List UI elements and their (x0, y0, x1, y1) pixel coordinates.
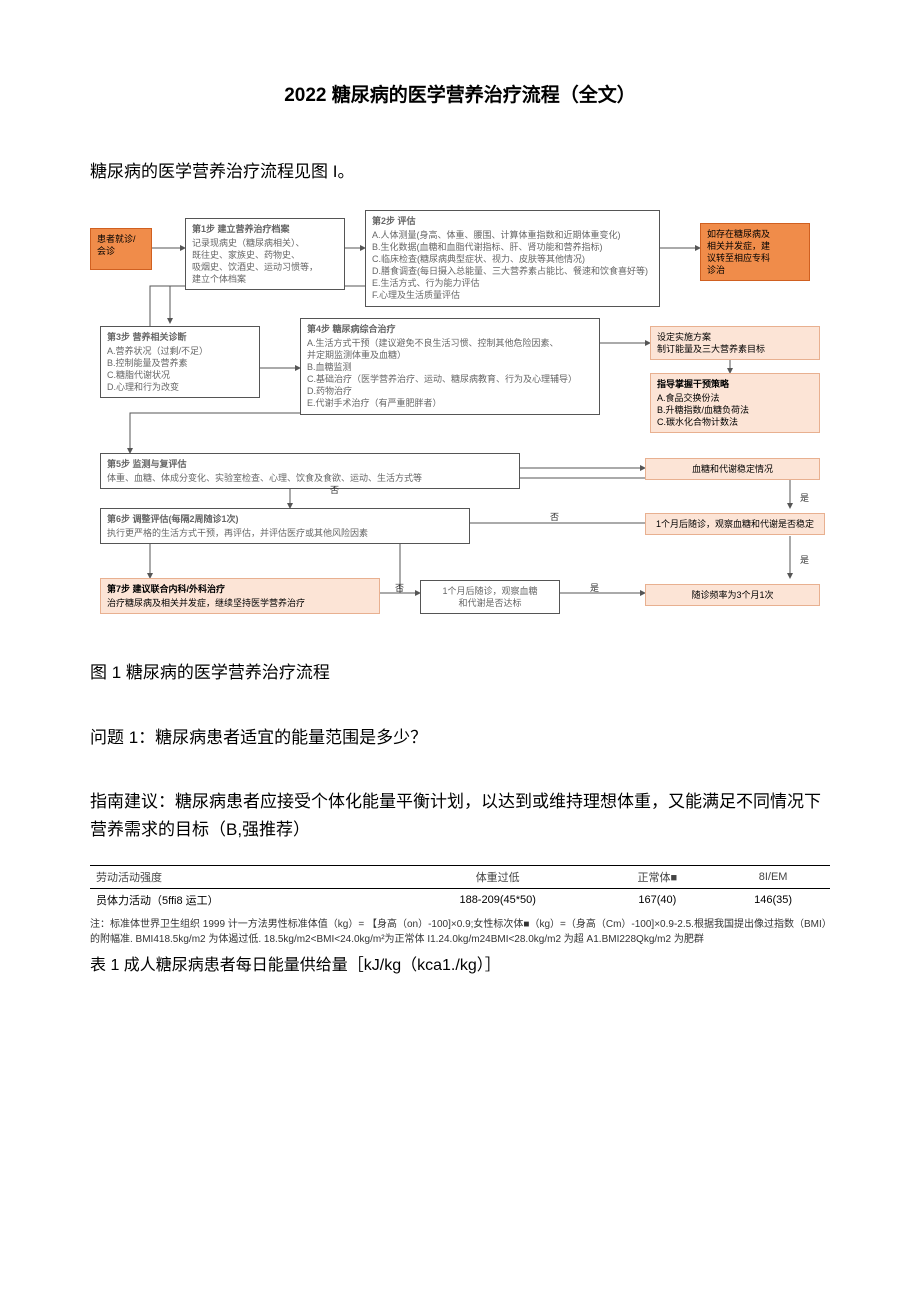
flow-step2: 第2步 评估 A.人体测量(身高、体重、腰围、计算体重指数和近期体重变化) B.… (365, 210, 660, 307)
flow-step7-title: 第7步 建议联合内科/外科治疗 (107, 583, 373, 595)
flow-refer-line: 如存在糖尿病及 (707, 228, 803, 240)
flow-step3-line: C.糖脂代谢状况 (107, 369, 253, 381)
flow-month1b: 1个月后随诊，观察血糖 和代谢是否达标 (420, 580, 560, 614)
table-cell: 167(40) (598, 889, 716, 912)
flow-step5: 第5步 监测与复评估 体重、血糖、体成分变化、实验室检查、心理、饮食及食欲、运动… (100, 453, 520, 489)
flow-step1-title: 第1步 建立营养治疗档案 (192, 223, 338, 235)
flow-step6-title: 第6步 调整评估(每隔2周随诊1次) (107, 513, 463, 525)
flow-step2-line: B.生化数据(血糖和血脂代谢指标、肝、肾功能和营养指标) (372, 241, 653, 253)
flow-plan: 设定实施方案 制订能量及三大营养素目标 (650, 326, 820, 360)
flow-refer-line: 诊治 (707, 264, 803, 276)
flow-step4: 第4步 糖尿病综合治疗 A.生活方式干预（建议避免不良生活习惯、控制其他危险因素… (300, 318, 600, 415)
label-no: 否 (395, 581, 404, 594)
flow-step7: 第7步 建议联合内科/外科治疗 治疗糖尿病及相关并发症，继续坚持医学营养治疗 (100, 578, 380, 614)
table-note: 注：标准体世界卫生组织 1999 计一方法男性标准体值（kg）= 【身高（on）… (90, 917, 830, 947)
flow-step2-line: D.膳食调查(每日摄入总能量、三大营养素占能比、餐速和饮食喜好等) (372, 265, 653, 277)
flow-refer: 如存在糖尿病及 相关并发症，建 议转至相应专科 诊治 (700, 223, 810, 282)
flow-guide-line: A.食品交换份法 (657, 392, 813, 404)
figure-caption: 图 1 糖尿病的医学营养治疗流程 (90, 658, 830, 683)
flow-step4-line: D.药物治疗 (307, 385, 593, 397)
energy-table: 劳动活动强度 体重过低 正常体■ 8I/EM 员体力活动（5ffi8 运工）18… (90, 865, 830, 911)
flow-plan-line: 设定实施方案 (657, 331, 813, 343)
label-no: 否 (550, 510, 559, 523)
flow-step4-title: 第4步 糖尿病综合治疗 (307, 323, 593, 335)
label-yes: 是 (800, 491, 809, 504)
flow-step3: 第3步 营养相关诊断 A.营养状况（过剩/不足） B.控制能量及营养素 C.糖脂… (100, 326, 260, 399)
flow-step1-line: 建立个体档案 (192, 273, 338, 285)
flow-guide-line: B.升糖指数/血糖负荷法 (657, 404, 813, 416)
question-1: 问题 1：糖尿病患者适宜的能量范围是多少？ (90, 723, 830, 748)
flow-refer-line: 相关并发症，建 (707, 240, 803, 252)
flow-step7-line: 治疗糖尿病及相关并发症，继续坚持医学营养治疗 (107, 597, 373, 609)
flow-step3-line: D.心理和行为改变 (107, 381, 253, 393)
flow-step4-line: B.血糖监测 (307, 361, 593, 373)
flow-step1: 第1步 建立营养治疗档案 记录现病史（糖尿病相关）、 既往史、家族史、药物史、 … (185, 218, 345, 291)
flow-step2-line: E.生活方式、行为能力评估 (372, 277, 653, 289)
flowchart: 患者就诊/ 会诊 第1步 建立营养治疗档案 记录现病史（糖尿病相关）、 既往史、… (90, 208, 830, 628)
flow-step4-line: 并定期监测体重及血糖） (307, 349, 593, 361)
flow-step3-title: 第3步 营养相关诊断 (107, 331, 253, 343)
flow-guide-line: C.碳水化合物计数法 (657, 416, 813, 428)
flow-step1-line: 吸烟史、饮酒史、运动习惯等， (192, 261, 338, 273)
flow-step1-line: 既往史、家族史、药物史、 (192, 249, 338, 261)
flow-step3-line: B.控制能量及营养素 (107, 357, 253, 369)
flow-step2-line: F.心理及生活质量评估 (372, 289, 653, 301)
page-title: 2022 糖尿病的医学营养治疗流程（全文） (90, 80, 830, 107)
label-yes: 是 (800, 553, 809, 566)
flow-stable: 血糖和代谢稳定情况 (645, 458, 820, 480)
flow-step2-line: C.临床检查(糖尿病典型症状、视力、皮肤等其他情况) (372, 253, 653, 265)
flow-refer-line: 议转至相应专科 (707, 252, 803, 264)
intro-paragraph: 糖尿病的医学营养治疗流程见图 I。 (90, 157, 830, 188)
flow-plan-line: 制订能量及三大营养素目标 (657, 343, 813, 355)
flow-step1-line: 记录现病史（糖尿病相关）、 (192, 237, 338, 249)
table-header: 8I/EM (716, 866, 830, 889)
flow-step5-title: 第5步 监测与复评估 (107, 458, 513, 470)
guideline-recommendation: 指南建议：糖尿病患者应接受个体化能量平衡计划，以达到或维持理想体重，又能满足不同… (90, 788, 830, 846)
table-header: 劳动活动强度 (90, 866, 397, 889)
flow-guide: 指导掌握干预策略 A.食品交换份法 B.升糖指数/血糖负荷法 C.碳水化合物计数… (650, 373, 820, 434)
flow-step2-line: A.人体测量(身高、体重、腰围、计算体重指数和近期体重变化) (372, 229, 653, 241)
flow-step3-line: A.营养状况（过剩/不足） (107, 345, 253, 357)
table-row: 员体力活动（5ffi8 运工）188-209(45*50)167(40)146(… (90, 889, 830, 912)
flow-month1: 1个月后随诊，观察血糖和代谢是否稳定 (645, 513, 825, 535)
flow-freq: 随诊频率为3个月1次 (645, 584, 820, 606)
flow-step4-line: E.代谢手术治疗（有严重肥胖者） (307, 397, 593, 409)
label-yes: 是 (590, 581, 599, 594)
table-cell: 员体力活动（5ffi8 运工） (90, 889, 397, 912)
table-cell: 188-209(45*50) (397, 889, 599, 912)
flow-step6-line: 执行更严格的生活方式干预，再评估，并评估医疗或其他风险因素 (107, 527, 463, 539)
flow-step2-title: 第2步 评估 (372, 215, 653, 227)
label-no: 否 (330, 483, 339, 496)
table-cell: 146(35) (716, 889, 830, 912)
flow-step6: 第6步 调整评估(每隔2周随诊1次) 执行更严格的生活方式干预，再评估，并评估医… (100, 508, 470, 544)
flow-step4-line: A.生活方式干预（建议避免不良生活习惯、控制其他危险因素、 (307, 337, 593, 349)
flow-step4-line: C.基础治疗（医学营养治疗、运动、糖尿病教育、行为及心理辅导） (307, 373, 593, 385)
flow-step5-line: 体重、血糖、体成分变化、实验室检查、心理、饮食及食欲、运动、生活方式等 (107, 472, 513, 484)
flow-guide-title: 指导掌握干预策略 (657, 378, 813, 390)
flow-start: 患者就诊/ 会诊 (90, 228, 152, 270)
table-caption: 表 1 成人糖尿病患者每日能量供给量［kJ/kg（kca1./kg）］ (90, 951, 830, 975)
table-header: 正常体■ (598, 866, 716, 889)
table-header-row: 劳动活动强度 体重过低 正常体■ 8I/EM (90, 866, 830, 889)
table-header: 体重过低 (397, 866, 599, 889)
